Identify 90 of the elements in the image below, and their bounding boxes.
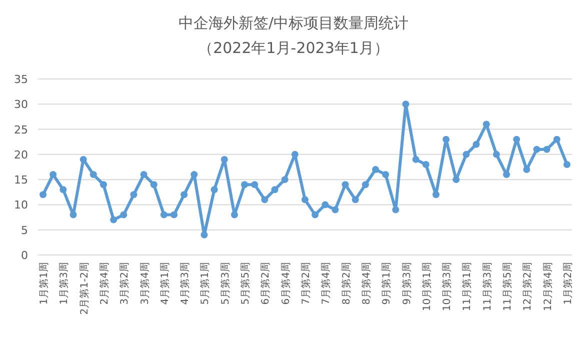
x-tick-label: 11月第5周 bbox=[502, 262, 514, 312]
x-tick-label: 11月第3周 bbox=[481, 262, 494, 312]
point bbox=[271, 186, 278, 194]
point bbox=[302, 196, 308, 204]
point bbox=[372, 166, 380, 174]
y-tick-label: 5 bbox=[21, 224, 28, 237]
x-tick-label: 1月第2周 bbox=[562, 262, 574, 305]
point bbox=[513, 136, 520, 143]
x-tick-label: 2月第4周 bbox=[98, 262, 110, 305]
point bbox=[452, 176, 460, 184]
point bbox=[553, 136, 560, 143]
point bbox=[462, 150, 470, 158]
x-tick-label: 12月第4周 bbox=[542, 262, 554, 312]
point bbox=[251, 181, 258, 188]
point bbox=[180, 191, 188, 198]
x-tick-label: 10月第1周 bbox=[420, 262, 433, 312]
x-tick-label: 7月第2周 bbox=[300, 262, 312, 305]
x-tick-label: 5月第3周 bbox=[219, 262, 232, 305]
point bbox=[190, 171, 198, 178]
point bbox=[220, 156, 228, 163]
x-tick-label: 11月第1周 bbox=[461, 262, 474, 312]
point bbox=[140, 171, 148, 178]
point bbox=[230, 211, 238, 218]
point bbox=[533, 146, 540, 153]
point bbox=[70, 211, 77, 218]
point bbox=[543, 146, 550, 153]
x-tick-label: 4月第3周 bbox=[179, 262, 192, 305]
point bbox=[332, 206, 339, 214]
point bbox=[442, 136, 450, 143]
point bbox=[563, 160, 570, 168]
point bbox=[503, 171, 510, 178]
point bbox=[342, 181, 349, 188]
point bbox=[312, 211, 319, 218]
point bbox=[160, 211, 168, 218]
point bbox=[492, 150, 500, 158]
point bbox=[241, 181, 248, 188]
x-tick-label: 4月第1周 bbox=[158, 262, 171, 305]
point bbox=[412, 156, 420, 163]
point bbox=[472, 140, 480, 148]
x-tick-label: 3月第4周 bbox=[138, 262, 151, 305]
x-tick-label: 5月第1周 bbox=[199, 262, 212, 305]
point bbox=[100, 181, 107, 188]
point bbox=[523, 166, 530, 174]
point bbox=[392, 206, 400, 214]
point bbox=[150, 181, 158, 188]
x-tick-label: 1月第3周 bbox=[58, 262, 70, 305]
point bbox=[281, 176, 288, 184]
y-tick-label: 20 bbox=[14, 148, 28, 162]
x-tick-label: 9月第1周 bbox=[380, 262, 393, 305]
point bbox=[60, 186, 67, 194]
point bbox=[352, 196, 359, 204]
x-tick-label: 8月第4周 bbox=[360, 262, 372, 305]
x-tick-label: 3月第2周 bbox=[118, 262, 131, 305]
point bbox=[130, 191, 138, 198]
point bbox=[291, 150, 298, 158]
chart-subtitle: （2022年1月-2023年1月） bbox=[198, 39, 389, 57]
y-tick-label: 25 bbox=[14, 123, 28, 136]
point bbox=[90, 171, 97, 178]
y-tick-label: 30 bbox=[14, 98, 28, 112]
chart-title: 中企海外新签/中标项目数量周统计 bbox=[178, 14, 409, 32]
x-tick-label: 5月第5周 bbox=[240, 262, 252, 305]
point bbox=[261, 196, 268, 204]
point bbox=[110, 216, 118, 224]
point bbox=[210, 186, 218, 194]
x-tick-label: 12月第2周 bbox=[522, 262, 534, 312]
point bbox=[402, 100, 410, 108]
point bbox=[80, 156, 87, 163]
x-tick-label: 7月第4周 bbox=[320, 262, 332, 305]
x-tick-label: 2月第1-2周 bbox=[78, 262, 90, 315]
x-tick-label: 1月第1周 bbox=[38, 262, 50, 305]
point bbox=[40, 191, 47, 198]
point bbox=[432, 191, 440, 198]
x-tick-label: 6月第2周 bbox=[260, 262, 272, 305]
y-tick-label: 0 bbox=[21, 249, 28, 262]
point bbox=[382, 171, 390, 178]
y-tick-label: 10 bbox=[14, 198, 28, 212]
y-tick-label: 15 bbox=[14, 174, 28, 187]
point bbox=[362, 181, 369, 188]
x-tick-label: 9月第3周 bbox=[400, 262, 413, 305]
point bbox=[200, 231, 208, 238]
x-tick-label: 8月第2周 bbox=[340, 262, 352, 305]
point bbox=[422, 160, 430, 168]
point bbox=[170, 211, 178, 218]
x-tick-label: 10月第3周 bbox=[441, 262, 454, 312]
point bbox=[120, 211, 128, 218]
point bbox=[50, 171, 57, 178]
y-tick-label: 35 bbox=[14, 73, 28, 86]
x-tick-label: 6月第4周 bbox=[280, 262, 292, 305]
point bbox=[482, 120, 490, 128]
point bbox=[322, 201, 329, 208]
